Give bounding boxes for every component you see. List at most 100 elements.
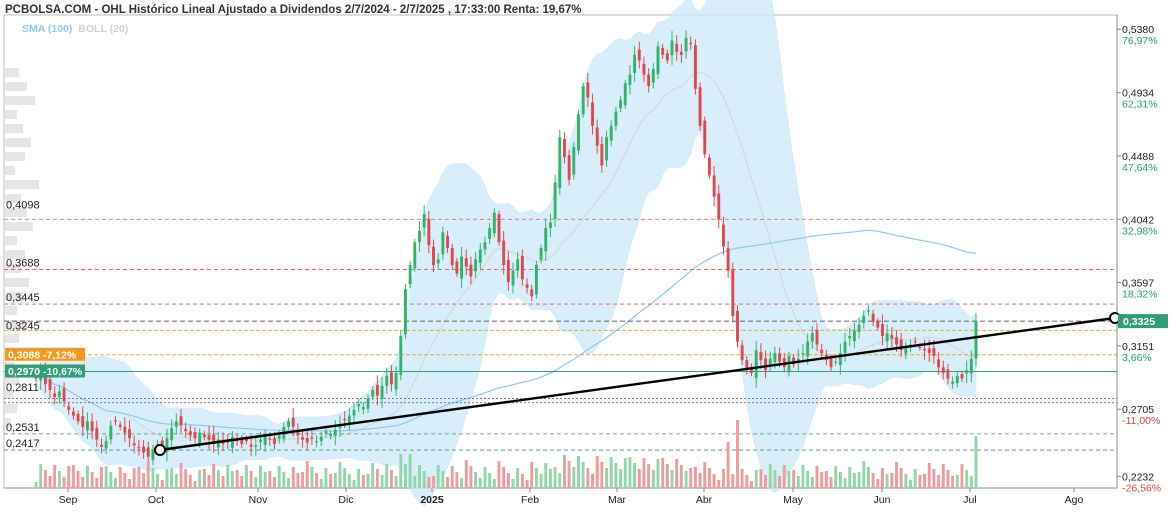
volume-bar bbox=[221, 476, 225, 488]
volume-bar bbox=[408, 454, 412, 488]
candle-body bbox=[581, 86, 585, 115]
candle-body bbox=[76, 413, 80, 422]
volume-profile-bar bbox=[5, 96, 35, 105]
sma-legend-label[interactable]: SMA (100) bbox=[22, 23, 73, 35]
candle-body bbox=[151, 449, 155, 461]
x-axis-tick-label: Dic bbox=[338, 494, 353, 506]
volume-bar bbox=[446, 477, 449, 488]
volume-bar bbox=[600, 462, 604, 488]
candle-body bbox=[193, 432, 197, 439]
left-level-label: 0,3245 bbox=[6, 320, 40, 332]
candle-body bbox=[670, 40, 674, 56]
volume-bar bbox=[679, 465, 683, 488]
volume-bar bbox=[455, 472, 459, 488]
right-axis-price-label: 0,2232 bbox=[1122, 471, 1154, 483]
candle-body bbox=[904, 347, 908, 354]
right-axis-pct-label: -26,56% bbox=[1122, 482, 1161, 494]
candle-body bbox=[104, 441, 108, 449]
volume-bar bbox=[525, 480, 529, 488]
candle-body bbox=[86, 421, 89, 431]
volume-bar bbox=[245, 465, 248, 488]
volume-bar bbox=[198, 470, 202, 488]
volume-bar bbox=[511, 479, 515, 488]
candle-body bbox=[357, 404, 361, 407]
candle-body bbox=[95, 427, 99, 440]
candle-body bbox=[965, 370, 969, 374]
candle-body bbox=[404, 289, 407, 335]
volume-bar bbox=[76, 471, 80, 488]
volume-bar bbox=[609, 457, 613, 488]
volume-bar bbox=[502, 467, 506, 488]
right-axis-pct-label: 18,32% bbox=[1122, 288, 1158, 300]
x-axis-tick-label: Ago bbox=[1065, 494, 1084, 506]
x-axis-tick-label: May bbox=[783, 494, 804, 506]
volume-bar bbox=[572, 467, 576, 488]
volume-bar bbox=[315, 473, 319, 488]
left-level-label: 0,3688 bbox=[6, 258, 40, 270]
candle-body bbox=[591, 102, 594, 126]
volume-bar bbox=[146, 462, 150, 488]
candle-body bbox=[333, 429, 337, 436]
x-axis-tick-label: Jul bbox=[963, 494, 976, 506]
x-axis-tick-label: Abr bbox=[696, 494, 713, 506]
candle-body bbox=[366, 398, 370, 409]
candle-body bbox=[43, 371, 47, 385]
volume-bar bbox=[881, 468, 884, 488]
right-axis-price-label: 0,4042 bbox=[1122, 214, 1154, 226]
bollinger-mid-line bbox=[35, 71, 977, 441]
candle-body bbox=[820, 349, 824, 354]
volume-bar bbox=[235, 470, 239, 488]
volume-bar bbox=[273, 477, 276, 488]
candle-body bbox=[310, 437, 314, 439]
volume-profile-bar bbox=[5, 390, 13, 399]
last-price-label: 0,3325 bbox=[1123, 316, 1155, 328]
boll-legend-label[interactable]: BOLL (20) bbox=[78, 23, 129, 35]
candle-body bbox=[230, 436, 234, 448]
volume-bar bbox=[815, 466, 819, 488]
volume-bar bbox=[722, 469, 725, 488]
volume-profile-bar bbox=[5, 82, 27, 91]
candle-body bbox=[857, 324, 861, 333]
candle-body bbox=[100, 444, 103, 447]
candle-body bbox=[216, 439, 220, 448]
volume-bar bbox=[628, 457, 632, 488]
candle-body bbox=[838, 353, 842, 365]
volume-bar bbox=[548, 469, 552, 488]
volume-bar bbox=[740, 469, 744, 488]
candle-body bbox=[614, 111, 618, 126]
volume-bar bbox=[413, 476, 417, 488]
volume-bar bbox=[759, 469, 763, 488]
candle-body bbox=[759, 351, 763, 361]
volume-bar bbox=[899, 468, 903, 488]
candle-body bbox=[520, 255, 524, 280]
volume-bar bbox=[151, 468, 155, 488]
candle-body bbox=[740, 345, 744, 361]
volume-bar bbox=[338, 462, 342, 488]
volume-bar bbox=[736, 420, 739, 488]
candle-body bbox=[619, 100, 623, 109]
volume-profile-bar bbox=[5, 404, 17, 413]
volume-bar bbox=[128, 479, 131, 488]
volume-bar bbox=[670, 470, 674, 488]
right-axis-pct-label: 3,66% bbox=[1122, 352, 1152, 364]
candle-body bbox=[497, 214, 501, 243]
candle-body bbox=[974, 321, 978, 359]
candle-body bbox=[128, 429, 131, 439]
volume-profile-bar bbox=[5, 180, 39, 189]
candle-body bbox=[432, 246, 435, 265]
volume-bar bbox=[619, 469, 623, 488]
volume-bar bbox=[301, 472, 305, 488]
volume-bar bbox=[595, 456, 599, 488]
volume-bar bbox=[296, 473, 300, 488]
volume-bar bbox=[539, 474, 543, 488]
candle-body bbox=[268, 438, 272, 440]
candle-body bbox=[375, 384, 379, 396]
candle-body bbox=[918, 346, 922, 349]
candle-body bbox=[871, 313, 875, 322]
candle-body bbox=[254, 445, 258, 447]
volume-bar bbox=[909, 480, 912, 488]
candle-body bbox=[277, 435, 281, 439]
volume-bar bbox=[824, 471, 828, 488]
volume-bar bbox=[48, 476, 52, 488]
volume-bar bbox=[750, 481, 753, 488]
